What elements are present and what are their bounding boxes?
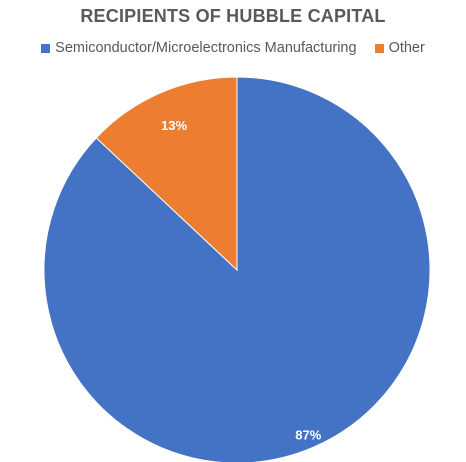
chart-title: RECIPIENTS OF HUBBLE CAPITAL xyxy=(80,6,386,26)
pie-slice-other xyxy=(95,76,238,272)
pie-slices xyxy=(43,76,431,462)
legend-label-semiconductor: Semiconductor/Microelectronics Manufactu… xyxy=(55,40,357,56)
legend-item-semiconductor: Semiconductor/Microelectronics Manufactu… xyxy=(41,40,357,56)
legend-item-other: Other xyxy=(374,40,425,56)
data-label-other: 13% xyxy=(161,118,187,133)
chart-legend: Semiconductor/Microelectronics Manufactu… xyxy=(0,40,466,56)
legend-swatch-other xyxy=(374,43,384,53)
pie-slice-semiconductor xyxy=(43,76,431,462)
legend-label-other: Other xyxy=(388,40,425,56)
data-label-semiconductor: 87% xyxy=(295,428,321,443)
pie-data-labels: 87% 13% xyxy=(161,118,322,443)
legend-swatch-semiconductor xyxy=(41,43,51,53)
